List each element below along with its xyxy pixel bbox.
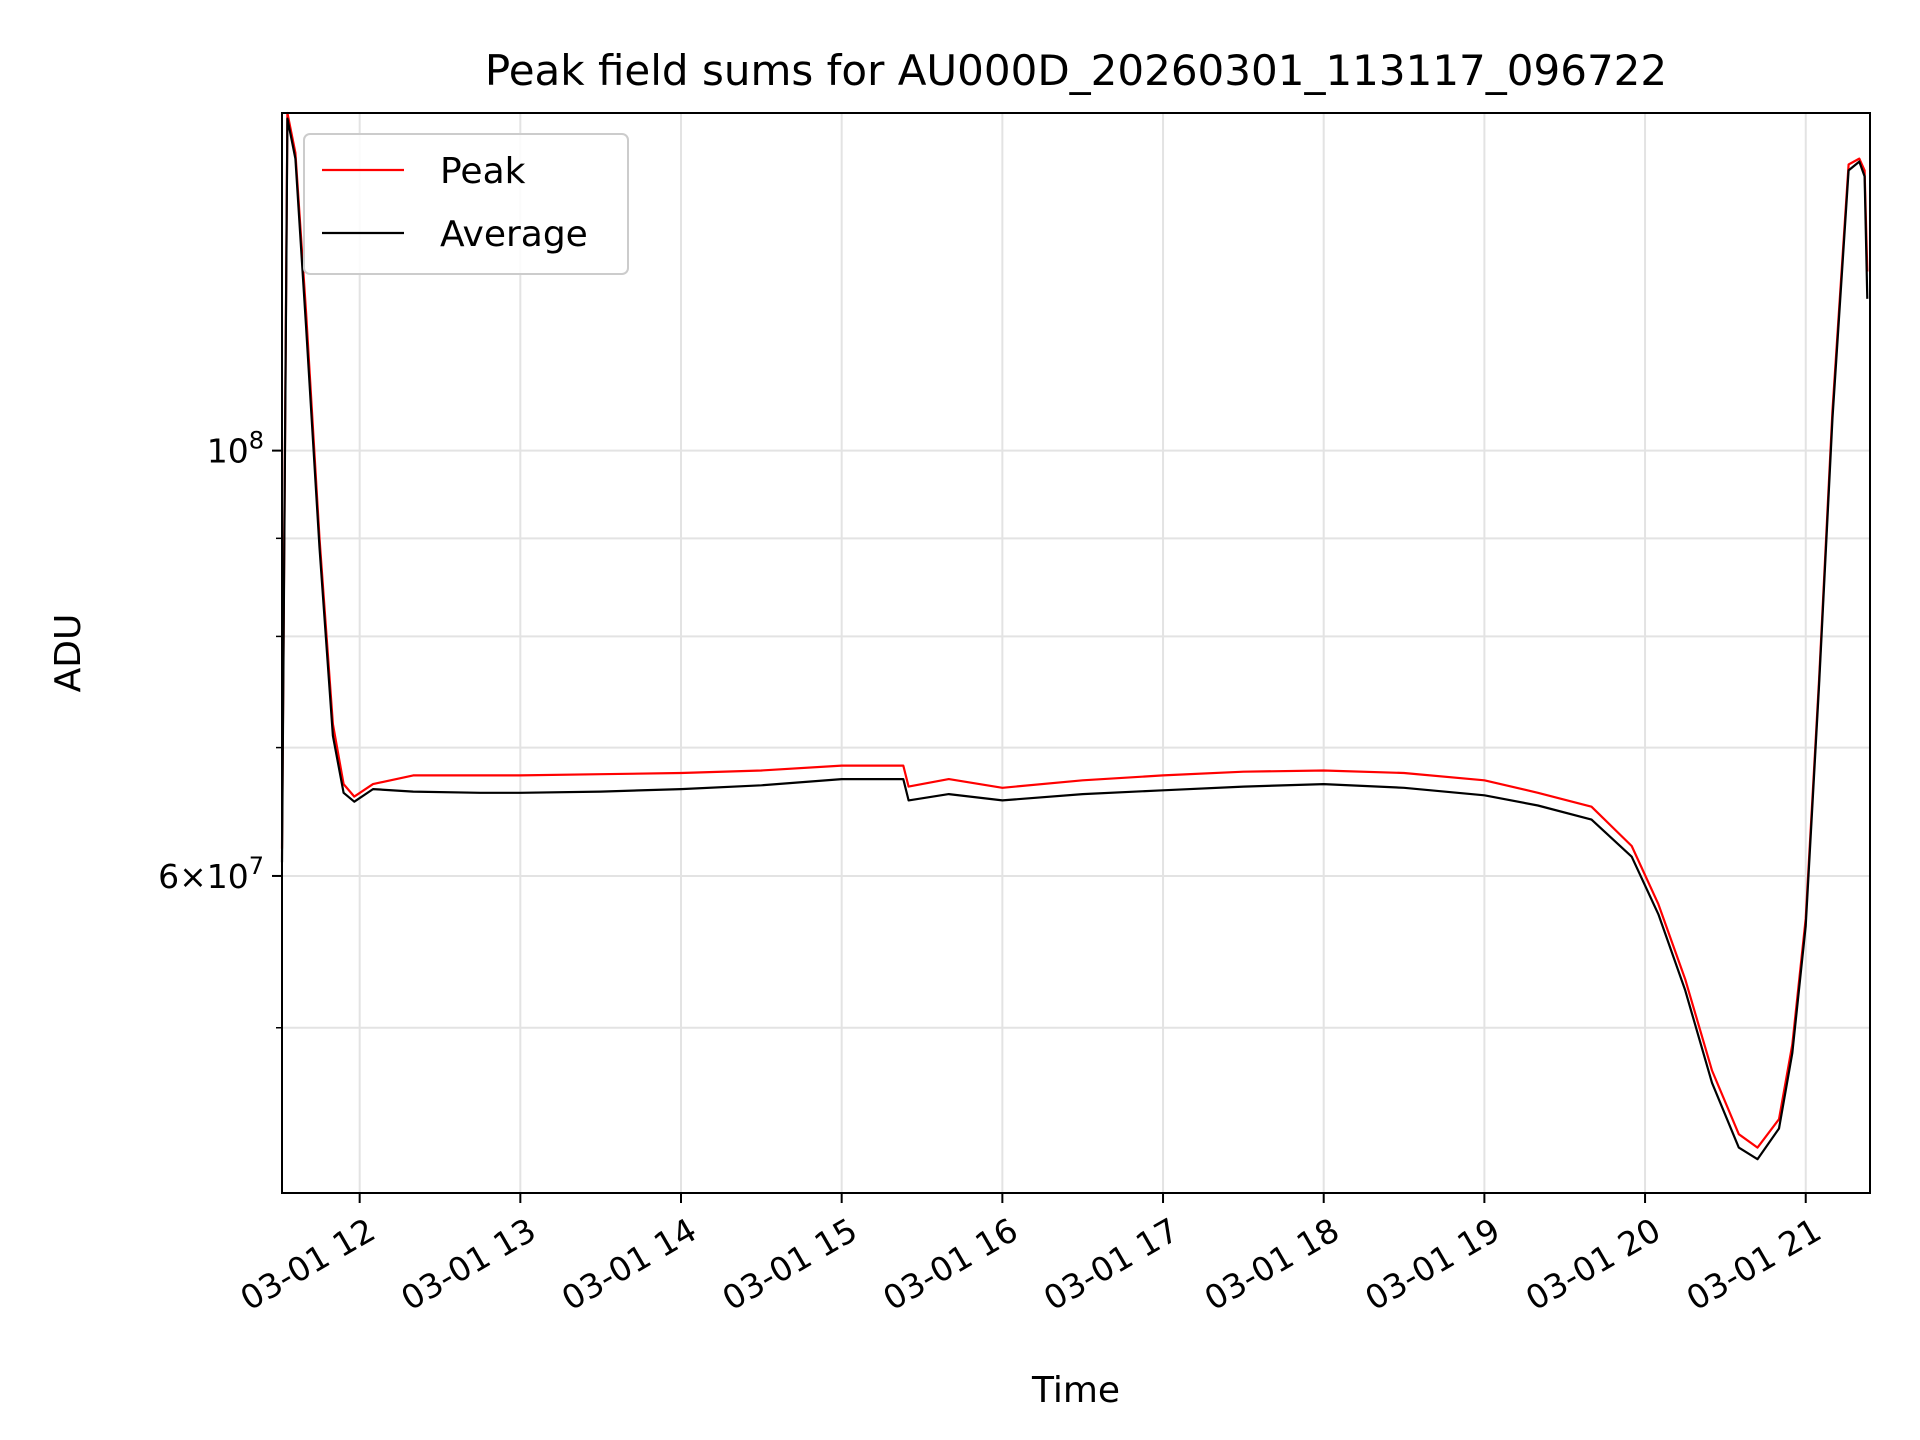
- legend-label-peak: Peak: [440, 151, 526, 192]
- y-tick-base: 10: [207, 432, 249, 471]
- legend-label-average: Average: [440, 214, 588, 255]
- grid: [282, 113, 1870, 1193]
- legend: Peak Average: [303, 133, 629, 275]
- y-tick-mantissa: 6: [158, 857, 179, 896]
- axes-frame: [281, 112, 1871, 1194]
- plot-lines: [280, 111, 1869, 1161]
- y-tick-label: 6×107: [158, 852, 264, 896]
- y-axis-label: ADU: [48, 614, 89, 693]
- series-line-average: [280, 117, 1869, 1161]
- x-axis-label: Time: [1031, 1370, 1120, 1411]
- chart-title: Peak field sums for AU000D_20260301_1131…: [485, 46, 1667, 95]
- y-tick-label: 108: [207, 427, 264, 471]
- y-tick-times: ×: [179, 857, 207, 896]
- y-tick-exponent: 7: [249, 852, 264, 880]
- y-tick-base: 10: [207, 857, 249, 896]
- y-tick-exponent: 8: [249, 427, 264, 455]
